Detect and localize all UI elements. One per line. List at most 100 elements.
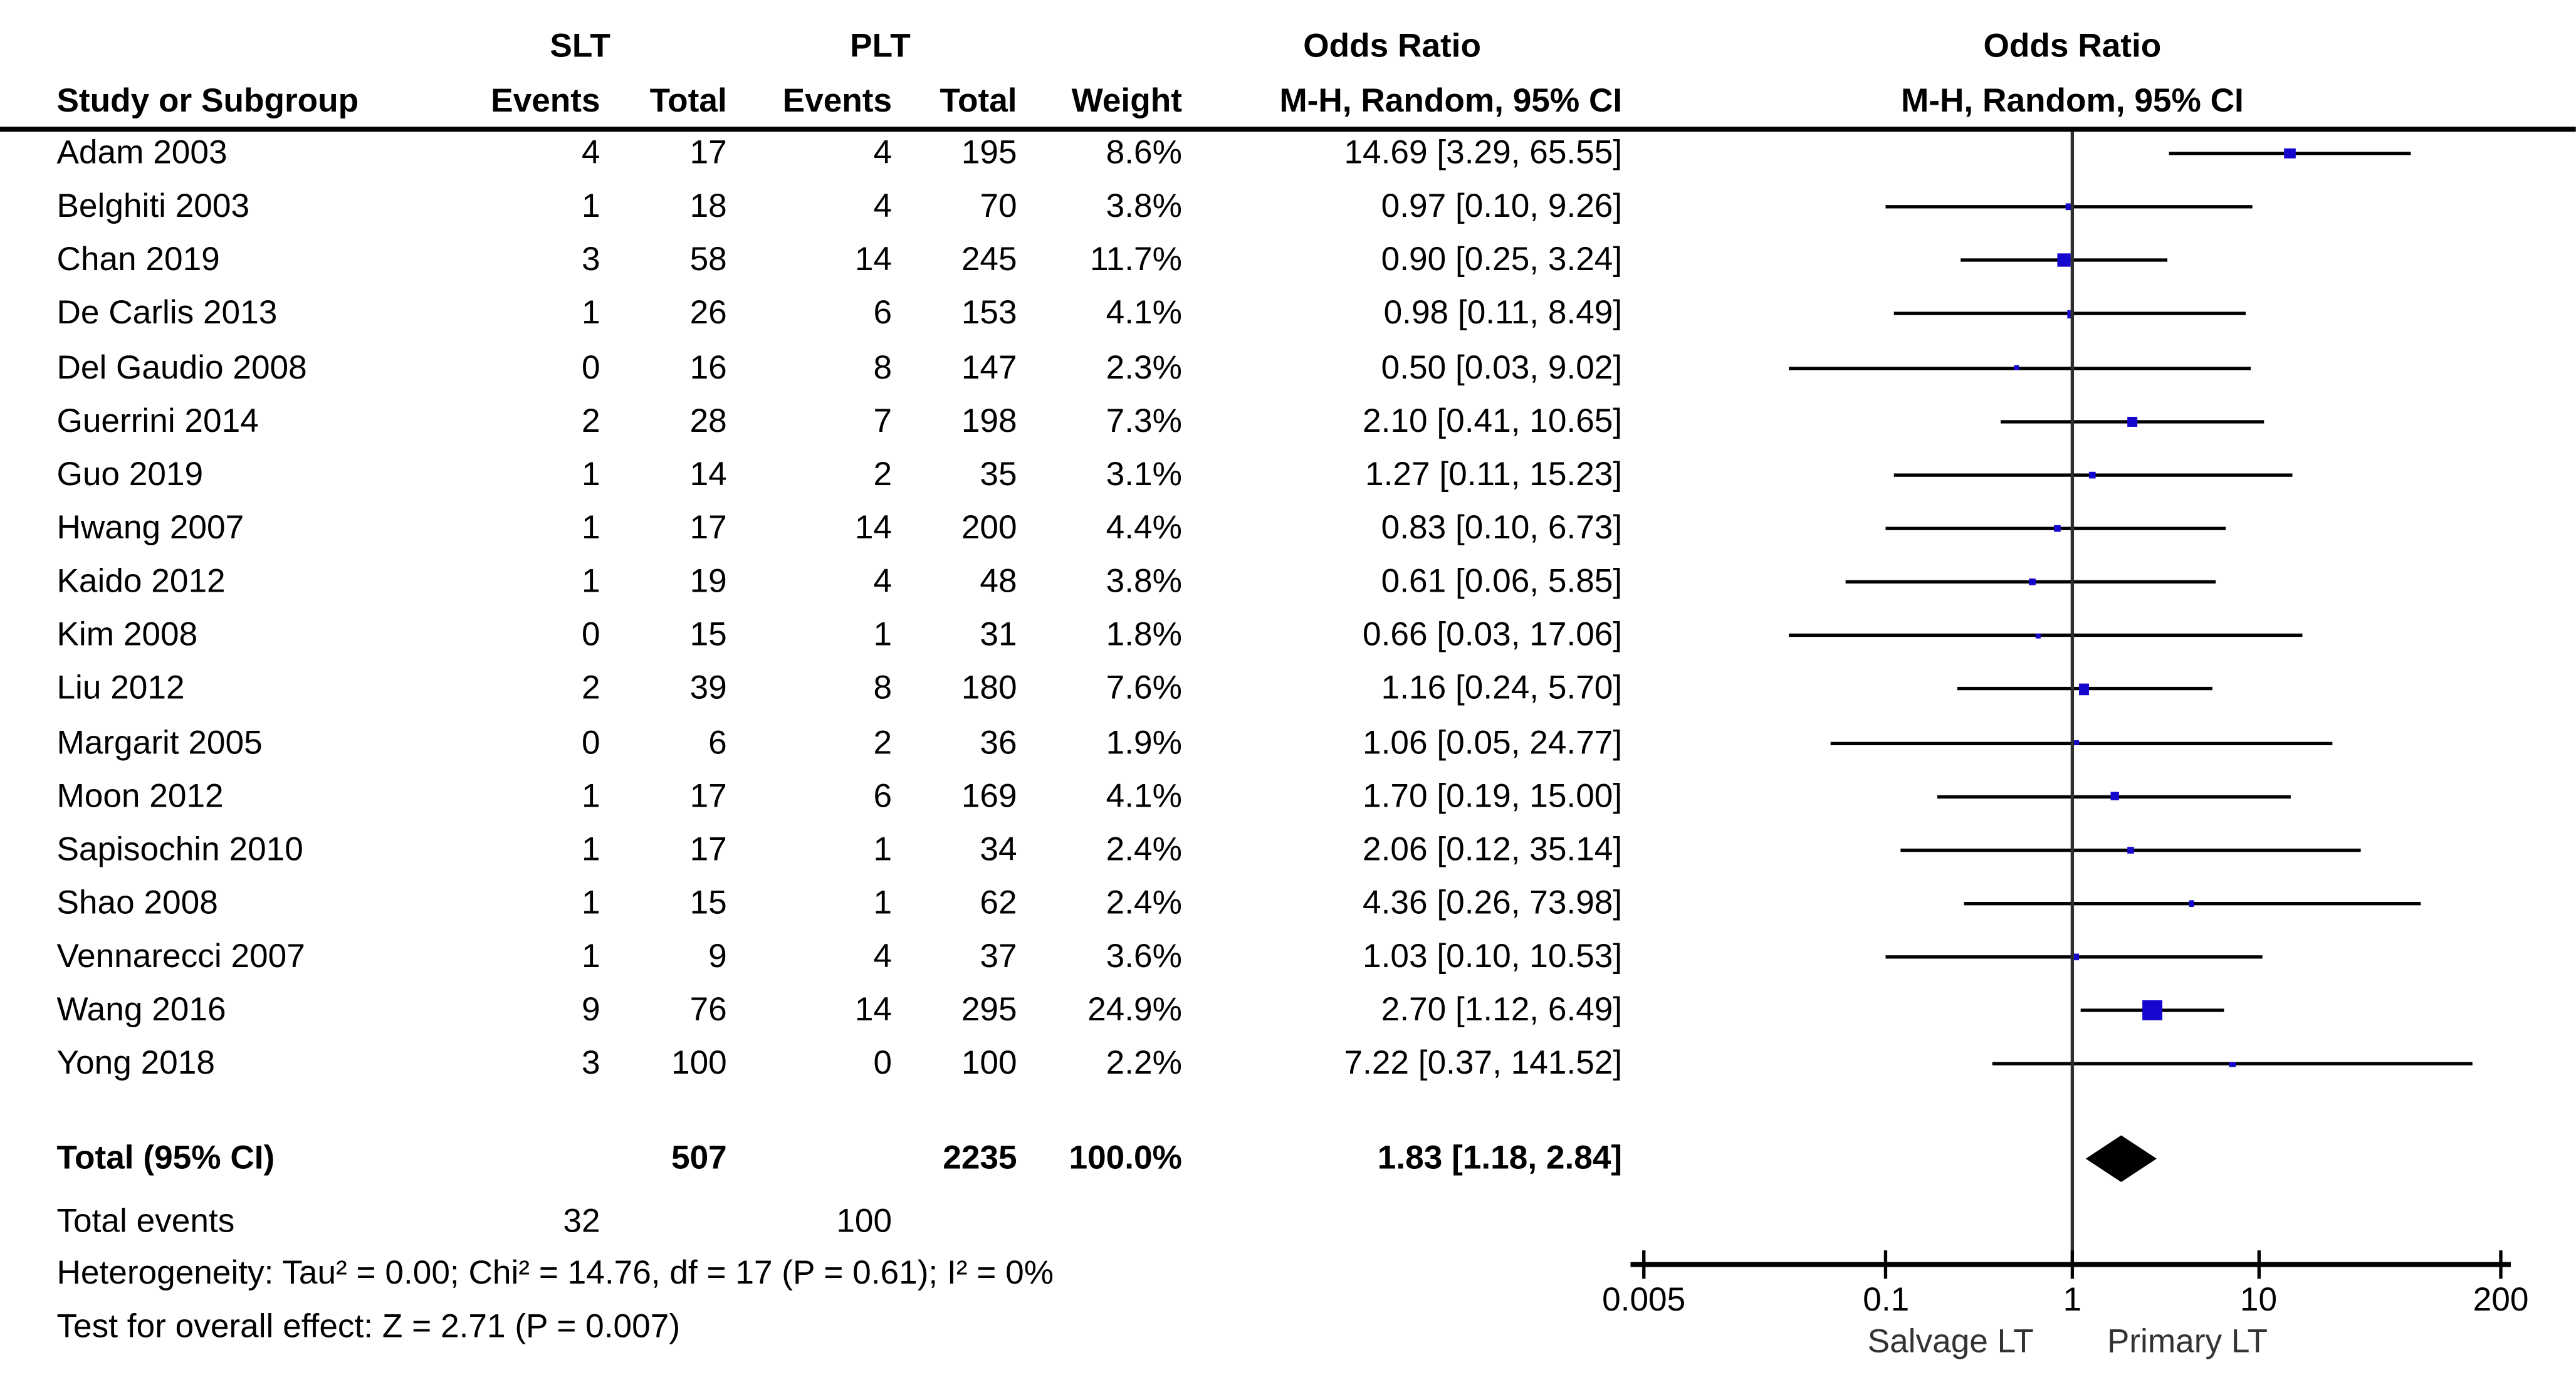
plt-total-cell: 200 [961, 510, 1017, 547]
plt-total-cell: 295 [961, 992, 1017, 1029]
pooled-effect-diamond [2085, 1135, 2157, 1182]
total-row-label: Total (95% CI) [56, 1140, 275, 1177]
slt-events-cell: 3 [582, 242, 600, 279]
no-effect-line [2070, 132, 2075, 1264]
slt-total-cell: 26 [689, 295, 727, 333]
effect-marker [2088, 471, 2095, 479]
study-name-cell: Adam 2003 [56, 135, 228, 172]
slt-events-cell: 4 [582, 135, 600, 172]
study-name-cell: Chan 2019 [56, 242, 220, 279]
slt-events-cell: 1 [582, 831, 600, 869]
effect-marker [2071, 953, 2079, 961]
study-name-cell: De Carlis 2013 [56, 295, 278, 333]
slt-events-cell: 0 [582, 724, 600, 762]
plt-total-cell: 169 [961, 778, 1017, 815]
plt-events-cell: 1 [873, 617, 893, 654]
plt-events-cell: 14 [854, 242, 893, 279]
effect-marker [2053, 524, 2061, 533]
slt-total-cell: 6 [708, 724, 727, 762]
or-ci-cell: 14.69 [3.29, 65.55] [1344, 135, 1623, 172]
or-ci-cell: 4.36 [0.26, 73.98] [1363, 885, 1623, 922]
study-name-cell: Guo 2019 [56, 456, 204, 493]
plt-events-cell: 6 [873, 778, 893, 815]
study-name-cell: Shao 2008 [56, 885, 218, 922]
axis-tick-label: 1 [2063, 1282, 2082, 1319]
or-ci-cell: 0.83 [0.10, 6.73] [1381, 510, 1623, 547]
study-name-cell: Wang 2016 [56, 992, 226, 1029]
plt-events-cell: 6 [873, 295, 893, 333]
plot-header-title: Odds Ratio [1983, 28, 2162, 65]
total-events-plt: 100 [836, 1203, 893, 1241]
total-events-label: Total events [56, 1203, 235, 1241]
header-rule [0, 127, 2576, 132]
slt-total-cell: 19 [689, 563, 727, 600]
col-header-plt-total: Total [940, 83, 1017, 120]
or-ci-cell: 1.70 [0.19, 15.00] [1363, 778, 1623, 815]
or-ci-cell: 2.10 [0.41, 10.65] [1363, 402, 1623, 440]
or-ci-cell: 0.50 [0.03, 9.02] [1381, 349, 1623, 386]
plt-events-cell: 2 [873, 724, 893, 762]
plt-events-cell: 0 [873, 1045, 893, 1083]
effect-marker [2111, 792, 2120, 800]
weight-cell: 24.9% [1087, 992, 1182, 1029]
col-header-plt-events: Events [782, 83, 893, 120]
slt-total-cell: 17 [689, 778, 727, 815]
slt-total-cell: 76 [689, 992, 727, 1029]
study-name-cell: Vennarecci 2007 [56, 938, 305, 976]
plt-total-cell: 31 [980, 617, 1017, 654]
weight-cell: 3.1% [1106, 456, 1182, 493]
slt-events-cell: 0 [582, 349, 600, 386]
study-name-cell: Liu 2012 [56, 671, 185, 708]
effect-marker [2127, 416, 2138, 427]
plt-total-cell: 180 [961, 671, 1017, 708]
slt-events-cell: 9 [582, 992, 600, 1029]
effect-marker [2057, 254, 2071, 268]
plt-events-cell: 7 [873, 402, 893, 440]
x-axis-line [1630, 1262, 2511, 1267]
heterogeneity-note: Heterogeneity: Tau² = 0.00; Chi² = 14.76… [56, 1255, 1054, 1292]
plot-header-subtitle: M-H, Random, 95% CI [1900, 83, 2244, 120]
plt-total-cell: 198 [961, 402, 1017, 440]
axis-tick [1642, 1250, 1646, 1279]
plt-events-cell: 4 [873, 135, 893, 172]
or-ci-cell: 0.98 [0.11, 8.49] [1383, 295, 1623, 333]
axis-tick-label: 0.1 [1863, 1282, 1910, 1319]
total-events-slt: 32 [563, 1203, 600, 1241]
plt-total-cell: 62 [980, 885, 1017, 922]
axis-tick [2499, 1250, 2503, 1279]
effect-marker [2143, 1001, 2162, 1021]
study-name-cell: Guerrini 2014 [56, 402, 259, 440]
slt-events-cell: 0 [582, 617, 600, 654]
col-header-slt-total: Total [649, 83, 727, 120]
col-header-slt-events: Events [491, 83, 600, 120]
slt-events-cell: 1 [582, 778, 600, 815]
study-name-cell: Kim 2008 [56, 617, 198, 654]
col-header-weight: Weight [1071, 83, 1182, 120]
plt-events-cell: 4 [873, 938, 893, 976]
weight-cell: 2.2% [1106, 1045, 1182, 1083]
ci-line [1830, 741, 2332, 745]
plt-total-cell: 70 [980, 188, 1017, 226]
plt-total-cell: 153 [961, 295, 1017, 333]
or-ci-cell: 2.70 [1.12, 6.49] [1381, 992, 1623, 1029]
study-name-cell: Del Gaudio 2008 [56, 349, 307, 386]
overall-effect-note: Test for overall effect: Z = 2.71 (P = 0… [56, 1309, 681, 1346]
plt-total-cell: 36 [980, 724, 1017, 762]
slt-events-cell: 1 [582, 563, 600, 600]
slt-total-cell: 17 [689, 831, 727, 869]
slt-events-cell: 1 [582, 885, 600, 922]
weight-cell: 8.6% [1106, 135, 1182, 172]
or-ci-cell: 1.27 [0.11, 15.23] [1364, 456, 1623, 493]
weight-cell: 1.8% [1106, 617, 1182, 654]
plt-total-cell: 147 [961, 349, 1017, 386]
plt-total-cell: 34 [980, 831, 1017, 869]
effect-marker [2078, 684, 2090, 695]
study-name-cell: Moon 2012 [56, 778, 224, 815]
slt-events-cell: 2 [582, 402, 600, 440]
or-ci-cell: 2.06 [0.12, 35.14] [1363, 831, 1623, 869]
plt-total-cell: 245 [961, 242, 1017, 279]
slt-events-cell: 1 [582, 188, 600, 226]
axis-tick-label: 200 [2473, 1282, 2529, 1319]
plt-total-cell: 37 [980, 938, 1017, 976]
